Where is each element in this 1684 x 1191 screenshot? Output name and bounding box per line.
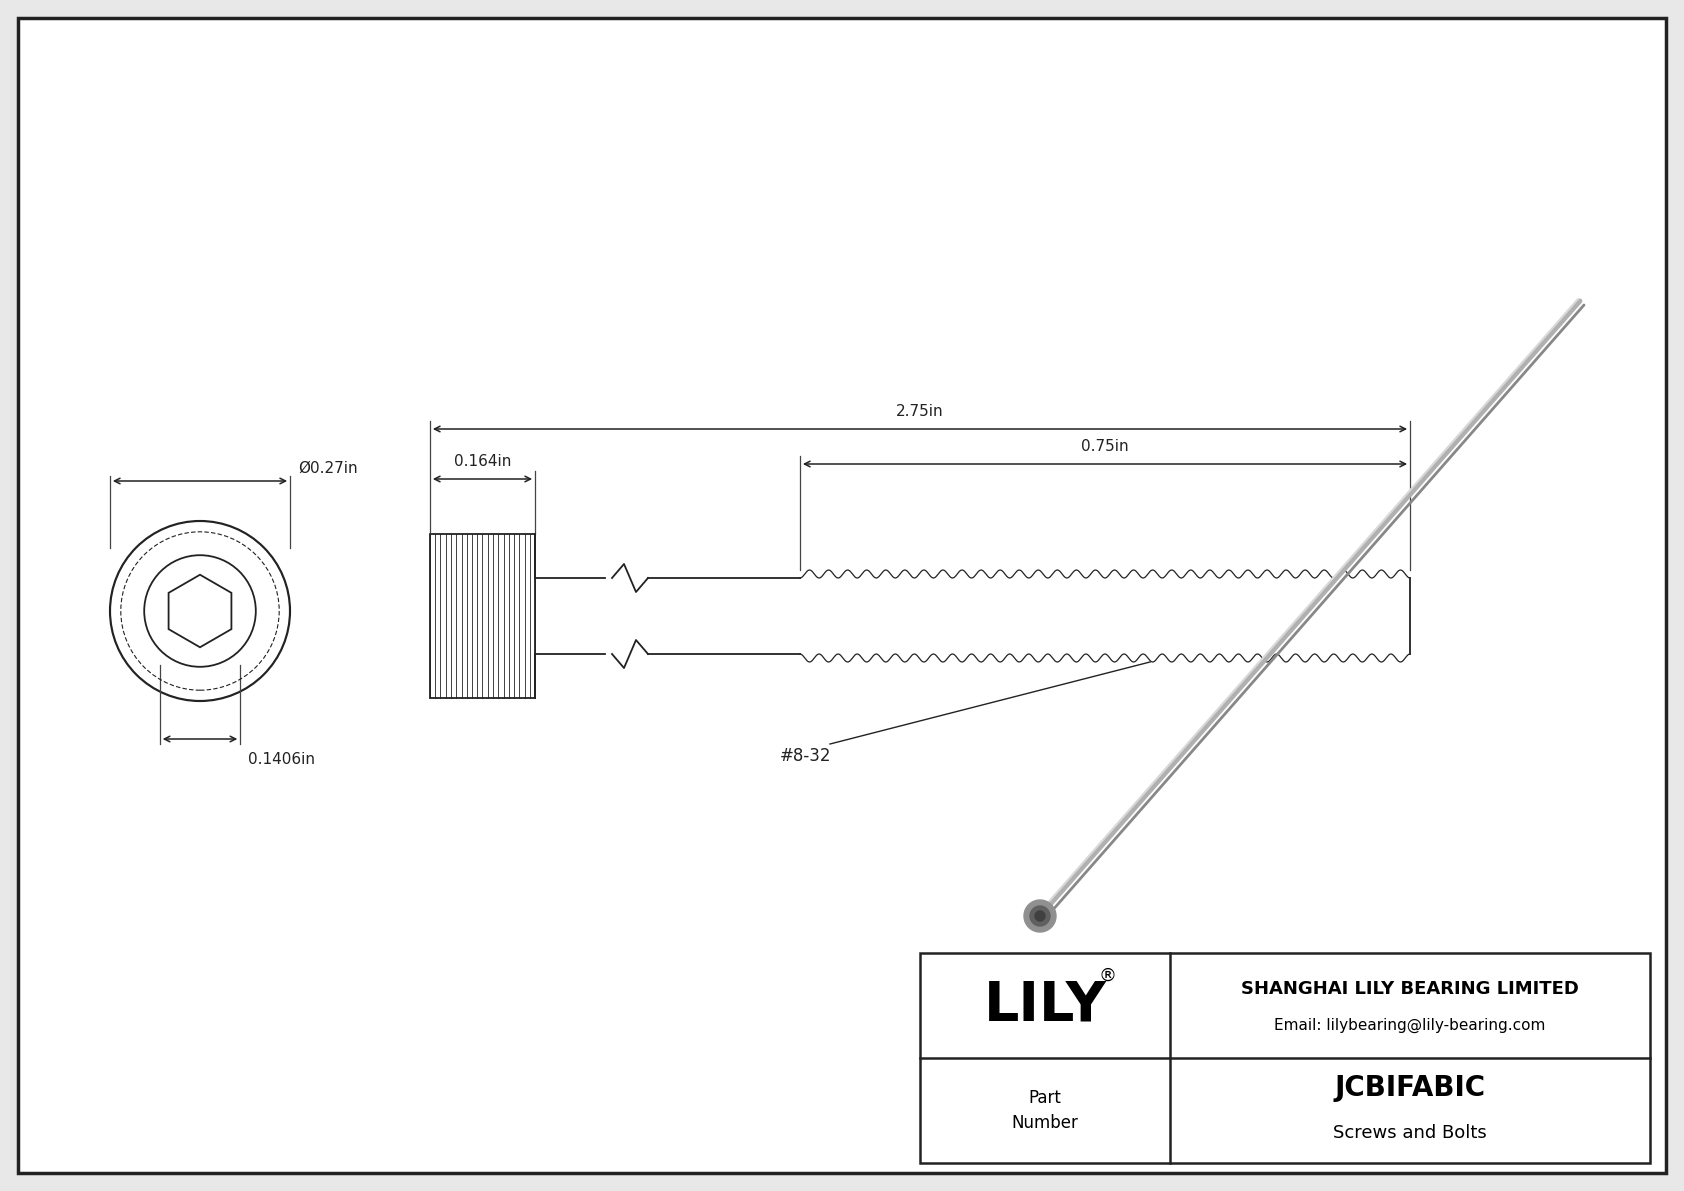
Circle shape [1031,906,1051,925]
Text: #8-32: #8-32 [780,747,832,765]
Polygon shape [168,575,231,647]
Bar [919,953,1650,1162]
Text: Email: lilybearing@lily-bearing.com: Email: lilybearing@lily-bearing.com [1275,1018,1546,1033]
Text: ®: ® [1100,967,1116,985]
Text: Screws and Bolts: Screws and Bolts [1334,1123,1487,1141]
Text: 0.75in: 0.75in [1081,439,1128,454]
Text: Ø0.27in: Ø0.27in [298,461,357,476]
Text: 0.1406in: 0.1406in [248,752,315,767]
Text: 2.75in: 2.75in [896,404,943,419]
Text: LILY: LILY [983,979,1106,1033]
Bar [429,534,536,698]
Text: SHANGHAI LILY BEARING LIMITED: SHANGHAI LILY BEARING LIMITED [1241,979,1580,998]
Text: Part
Number: Part Number [1012,1089,1078,1131]
Circle shape [109,520,290,701]
Circle shape [1036,911,1046,921]
Text: 0.164in: 0.164in [453,454,512,469]
Circle shape [1024,900,1056,933]
Text: JCBIFABIC: JCBIFABIC [1334,1074,1485,1103]
Circle shape [145,555,256,667]
